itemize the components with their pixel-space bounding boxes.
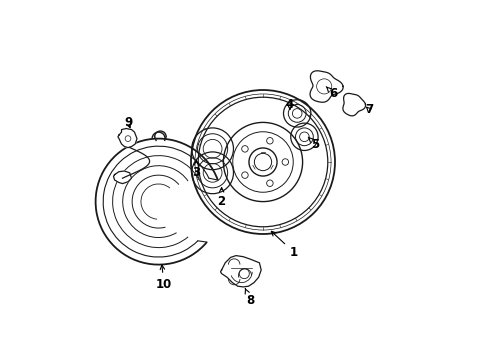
Text: 4: 4 [286,98,294,111]
Text: 5: 5 [308,137,319,150]
Text: 1: 1 [271,231,297,258]
Text: 7: 7 [365,103,373,116]
Text: 3: 3 [193,160,200,179]
Text: 2: 2 [218,188,226,208]
Polygon shape [343,94,366,116]
Polygon shape [220,256,261,287]
Text: 9: 9 [124,116,132,129]
Polygon shape [114,171,131,184]
Text: 6: 6 [326,87,337,100]
Polygon shape [118,129,137,148]
Polygon shape [310,71,343,102]
Text: 10: 10 [156,265,172,291]
Text: 8: 8 [245,289,254,307]
